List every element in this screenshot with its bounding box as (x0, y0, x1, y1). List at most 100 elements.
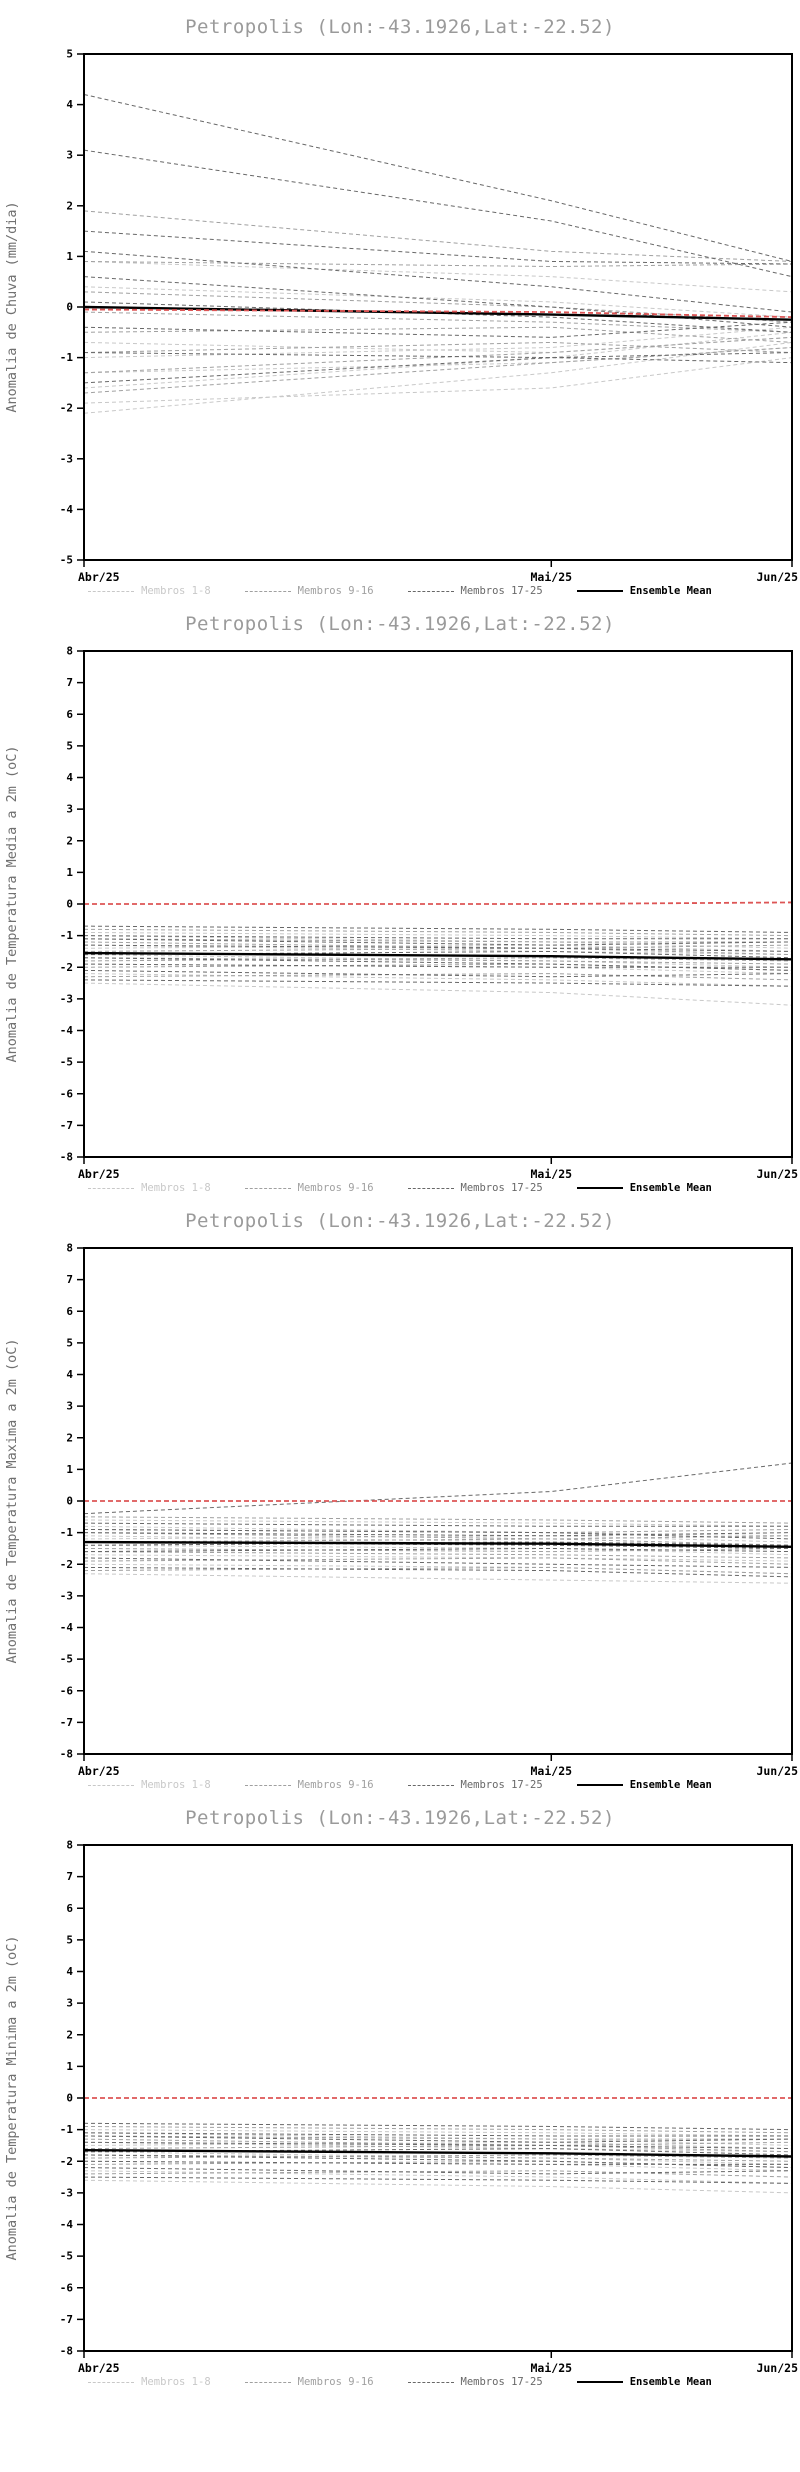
member-line (83, 1541, 793, 1546)
member-line (83, 1535, 793, 1543)
member-line (83, 2141, 793, 2150)
y-tick-label: -7 (60, 2313, 73, 2326)
member-line (83, 1462, 793, 1515)
member-line (83, 2122, 793, 2131)
y-tick-label: 6 (66, 1902, 73, 1915)
member-line (83, 357, 793, 384)
member-line (83, 291, 793, 323)
x-tick-label: Jun/25 (756, 1764, 798, 1778)
y-tick-label: 3 (66, 803, 73, 816)
y-axis-label: Anomalia de Chuva (mm/dia) (4, 201, 20, 412)
chart-canvas-temperatura-maxima: -8 -7 -6 -5 -4 -3 -2 -1 0 1 2 3 4 5 6 7 8 Abr/25 Mai/25 Jun… (4, 1242, 798, 1779)
y-tick-label: 5 (66, 48, 73, 61)
member-line (83, 341, 793, 354)
member-line (83, 2125, 793, 2134)
member-line (83, 230, 793, 265)
legend-label: Membros 17-25 (460, 1779, 543, 1791)
member-line (83, 149, 793, 278)
legend-label: Membros 17-25 (460, 2376, 543, 2388)
y-tick-label: -4 (60, 1024, 74, 1037)
y-tick-label: -8 (60, 1748, 73, 1761)
member-line (83, 1547, 793, 1553)
legend-item: Membros 9-16 (244, 1779, 374, 1791)
member-line (83, 1563, 793, 1575)
y-tick-label: 7 (66, 1273, 73, 1286)
y-tick-label: 0 (66, 301, 73, 314)
x-tick-label: Mai/25 (531, 1167, 573, 1181)
y-tick-label: -5 (60, 1653, 73, 1666)
legend-line-sample (576, 590, 623, 592)
member-line (83, 210, 793, 262)
member-line (83, 286, 793, 318)
legend-label: Ensemble Mean (629, 585, 712, 597)
y-tick-label: 6 (66, 708, 73, 721)
y-tick-label: 5 (66, 739, 73, 752)
chart-title: Petropolis (Lon:-43.1926,Lat:-22.52) (185, 1210, 615, 1232)
member-line (83, 925, 793, 933)
y-tick-label: -3 (60, 2186, 73, 2199)
y-tick-label: -1 (60, 929, 74, 942)
plot-frame (83, 53, 793, 561)
y-tick-label: -2 (60, 402, 73, 415)
chart-legend: Membros 1-8 Membros 9-16 Membros 17-25 Ense… (0, 1779, 800, 1791)
chart-panel-temperatura-maxima: Petropolis (Lon:-43.1926,Lat:-22.52) -8 -… (0, 1194, 800, 1791)
chart-title: Petropolis (Lon:-43.1926,Lat:-22.52) (185, 613, 615, 635)
member-line (83, 311, 793, 333)
chart-panel-chuva: Petropolis (Lon:-43.1926,Lat:-22.52) -5-… (0, 0, 800, 597)
member-line (83, 957, 793, 971)
y-axis-label: Anomalia de Temperatura Maxima a 2m (oC) (4, 1338, 20, 1663)
y-tick-label: -3 (60, 452, 73, 465)
y-tick-label: -1 (60, 351, 74, 364)
member-line (83, 928, 793, 937)
y-tick-label: 0 (66, 1495, 73, 1508)
y-tick-label: 7 (66, 676, 73, 689)
member-line (83, 1532, 793, 1537)
member-line (83, 1544, 793, 1556)
member-line (83, 935, 793, 949)
legend-item: Membros 9-16 (244, 2376, 374, 2388)
y-tick-label: 0 (66, 898, 73, 911)
member-line (83, 2154, 793, 2162)
ensemble-mean-line (83, 305, 793, 321)
member-line (83, 2151, 793, 2165)
chart-canvas-temperatura-media: -8 -7 -6 -5 -4 -3 -2 -1 0 1 2 3 4 5 6 7 8 Abr/25 Mai/25 Jun… (4, 645, 798, 1182)
legend-item: Membros 1-8 (88, 1779, 211, 1791)
y-tick-label: -6 (60, 1684, 74, 1697)
member-line (83, 346, 793, 394)
zero-reference-line (84, 901, 793, 905)
member-line (83, 2154, 793, 2169)
y-tick-label: 1 (66, 1463, 73, 1476)
y-tick-label: -7 (60, 1119, 73, 1132)
member-line (83, 2160, 793, 2169)
legend-line-sample (88, 1784, 135, 1786)
legend-item: Ensemble Mean (576, 1779, 712, 1791)
legend-line-sample (407, 2381, 454, 2383)
chart-legend: Membros 1-8 Membros 9-16 Membros 17-25 Ense… (0, 1182, 800, 1194)
legend-label: Membros 9-16 (297, 585, 374, 597)
member-line (83, 1522, 792, 1527)
y-tick-label: -8 (60, 1151, 73, 1164)
chart-panel-temperatura-minima: Petropolis (Lon:-43.1926,Lat:-22.52) -8-… (0, 1791, 800, 2388)
member-line (83, 93, 793, 262)
member-line (83, 2129, 793, 2137)
legend-label: Ensemble Mean (629, 2376, 712, 2388)
x-tick-label: Abr/25 (78, 1167, 120, 1181)
legend-item: Membros 1-8 (88, 1182, 211, 1194)
y-tick-label: -5 (60, 2250, 73, 2263)
y-tick-label: -2 (60, 2155, 73, 2168)
member-line (83, 973, 793, 981)
member-line (83, 1566, 793, 1578)
member-line (83, 1573, 793, 1584)
chart-panel-temperatura-media: Petropolis (Lon:-43.1926,Lat:-22.52) -8 -… (0, 597, 800, 1194)
member-line (83, 938, 792, 943)
legend-item: Membros 17-25 (407, 2376, 543, 2388)
y-tick-label: -6 (60, 2281, 74, 2294)
legend-line-sample (244, 1187, 291, 1189)
chart-title: Petropolis (Lon:-43.1926,Lat:-22.52) (185, 1807, 615, 1829)
y-tick-label: 7 (66, 1870, 73, 1883)
y-tick-label: 0 (66, 2092, 73, 2105)
zero-reference-line (83, 308, 793, 319)
legend-label: Membros 17-25 (460, 585, 543, 597)
y-tick-label: -2 (60, 961, 73, 974)
legend-item: Membros 1-8 (88, 2376, 211, 2388)
